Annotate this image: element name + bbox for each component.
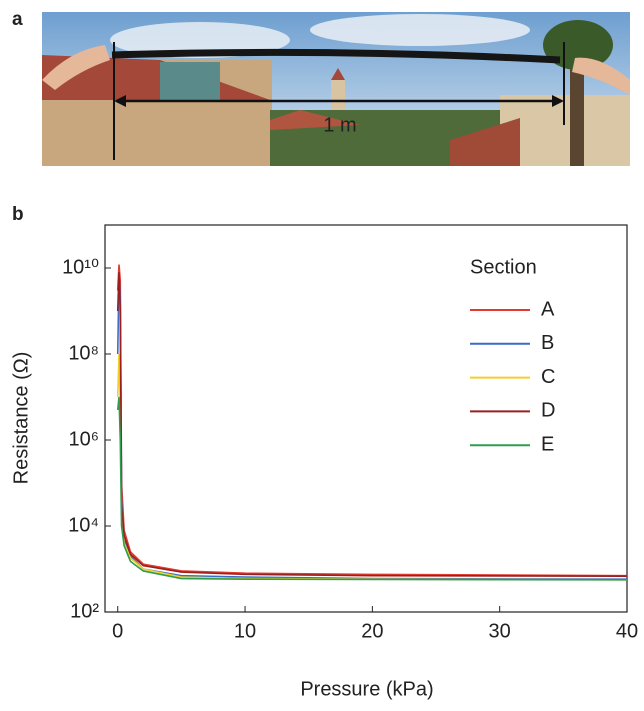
x-axis-label: Pressure (kPa): [300, 678, 433, 700]
legend-title: Section: [470, 256, 537, 278]
legend-label: D: [541, 400, 555, 422]
legend-label: C: [541, 366, 555, 388]
series-line: [116, 277, 628, 580]
y-tick-label: 10⁴: [68, 514, 99, 536]
legend-label: E: [541, 433, 554, 455]
scale-annotation: 1 m: [323, 114, 356, 136]
x-tick-label: 0: [112, 620, 123, 642]
x-tick-label: 20: [361, 620, 383, 642]
y-axis-label: Resistance (Ω): [10, 352, 32, 485]
panel-label: a: [12, 9, 23, 30]
x-tick-label: 40: [616, 620, 638, 642]
photo: [42, 12, 630, 166]
series-line: [116, 396, 628, 581]
legend-label: A: [541, 298, 555, 320]
plot-frame: [104, 224, 628, 613]
y-tick-label: 10²: [70, 600, 99, 622]
y-tick-label: 10⁸: [68, 342, 99, 364]
panel-label: b: [12, 204, 24, 225]
x-tick-label: 10: [234, 620, 256, 642]
legend-label: B: [541, 332, 554, 354]
y-tick-label: 10¹⁰: [62, 256, 99, 278]
x-tick-label: 30: [489, 620, 511, 642]
y-tick-label: 10⁶: [69, 428, 99, 450]
series-line: [116, 272, 628, 577]
